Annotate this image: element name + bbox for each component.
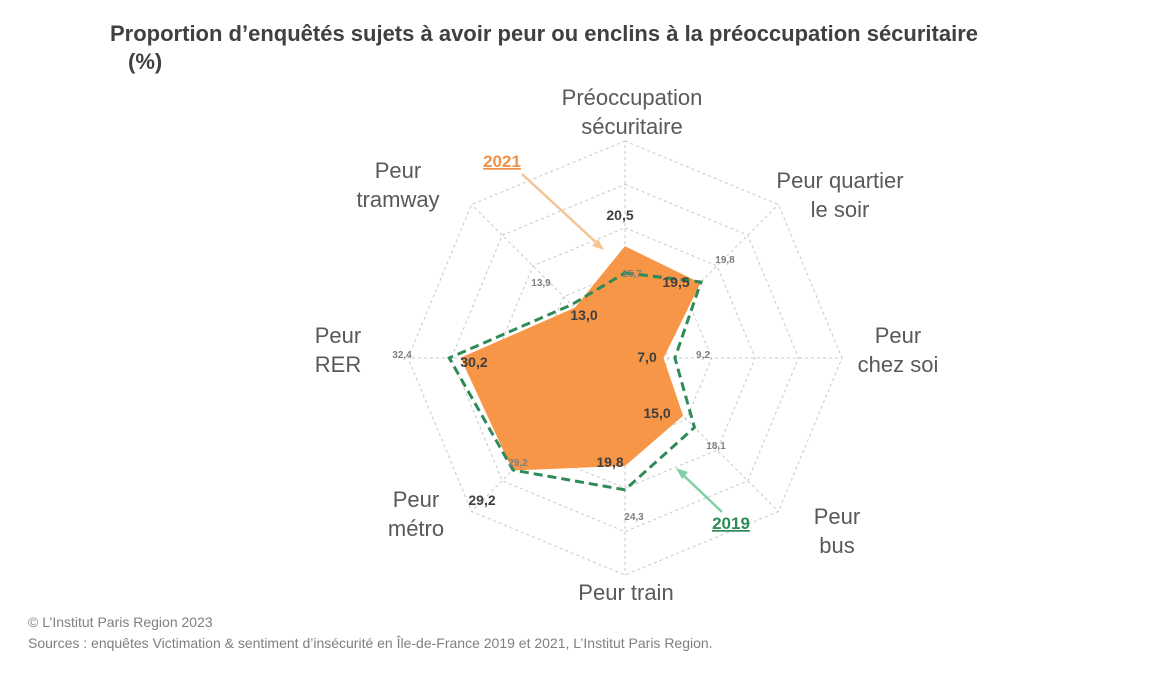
value-label-2021: 20,5 — [606, 207, 633, 223]
axis-label-line: Préoccupation — [562, 85, 703, 110]
value-label-2021: 19,5 — [662, 274, 689, 290]
legend-2019-arrow — [679, 471, 723, 513]
axis-label-line: chez soi — [858, 352, 939, 377]
axis-label-line: le soir — [811, 197, 870, 222]
radar-axis-labels: Préoccupation sécuritaire Peur quartier le … — [315, 85, 939, 605]
axis-label-line: RER — [315, 352, 361, 377]
axis-label-2: Peur quartier le soir — [776, 168, 903, 222]
axis-label-line: Peur — [375, 158, 421, 183]
axis-label-line: tramway — [356, 187, 439, 212]
footer-sources: Sources : enquêtes Victimation & sentime… — [28, 635, 713, 651]
series-2019-line — [447, 271, 703, 492]
axis-label-line: métro — [388, 516, 444, 541]
value-label-2019: 24,3 — [624, 512, 644, 523]
footer-copyright: © L’Institut Paris Region 2023 — [28, 614, 213, 630]
value-label-2019: 9,2 — [696, 350, 710, 361]
axis-label-line: Peur — [814, 504, 860, 529]
axis-label-6: Peur métro — [388, 487, 444, 541]
axis-label-8: Peur tramway — [356, 158, 439, 212]
value-label-2021: 7,0 — [637, 349, 657, 365]
value-label-2021: 13,0 — [570, 307, 597, 323]
axis-label-3: Peur chez soi — [858, 323, 939, 377]
chart-title-line1: Proportion d’enquêtés sujets à avoir peu… — [110, 21, 979, 46]
axis-label-5: Peur train — [578, 580, 673, 605]
axis-label-7: Peur RER — [315, 323, 361, 377]
value-label-2019: 29,2 — [508, 458, 528, 469]
value-label-2019: 13,9 — [531, 278, 551, 289]
axis-label-line: bus — [819, 533, 854, 558]
value-label-2021: 19,8 — [596, 454, 623, 470]
chart-title-line2: (%) — [128, 49, 163, 74]
axis-label-line: Peur — [393, 487, 439, 512]
value-label-2021: 29,2 — [468, 492, 495, 508]
value-label-2019: 15,7 — [622, 269, 642, 280]
legend-2021-arrow — [521, 173, 601, 247]
value-label-2021: 30,2 — [460, 354, 487, 370]
radar-value-labels: 20,5 19,5 7,0 15,0 19,8 29,2 30,2 13,0 15,7 19,8 9… — [392, 207, 735, 523]
value-label-2019: 32,4 — [392, 350, 412, 361]
value-label-2019: 18,1 — [706, 441, 726, 452]
legend-2019-arrowhead — [676, 468, 688, 479]
series-2021-area — [460, 246, 701, 471]
axis-label-line: sécuritaire — [581, 114, 682, 139]
legend-2019-label: 2019 — [712, 514, 750, 533]
value-label-2021: 15,0 — [643, 405, 670, 421]
axis-label-line: Peur — [315, 323, 361, 348]
value-label-2019: 19,8 — [715, 255, 735, 266]
axis-label-line: Peur — [875, 323, 921, 348]
axis-label-line: Peur quartier — [776, 168, 903, 193]
radar-series — [447, 246, 703, 492]
axis-label-4: Peur bus — [814, 504, 860, 558]
grid-ring-3 — [494, 227, 756, 489]
axis-label-1: Préoccupation sécuritaire — [562, 85, 703, 139]
legend-2021-arrowhead — [592, 239, 604, 250]
radar-legend: 2021 2019 — [483, 152, 750, 533]
axis-label-line: Peur train — [578, 580, 673, 605]
chart-title: Proportion d’enquêtés sujets à avoir peu… — [110, 20, 1140, 76]
legend-2021-label: 2021 — [483, 152, 521, 171]
